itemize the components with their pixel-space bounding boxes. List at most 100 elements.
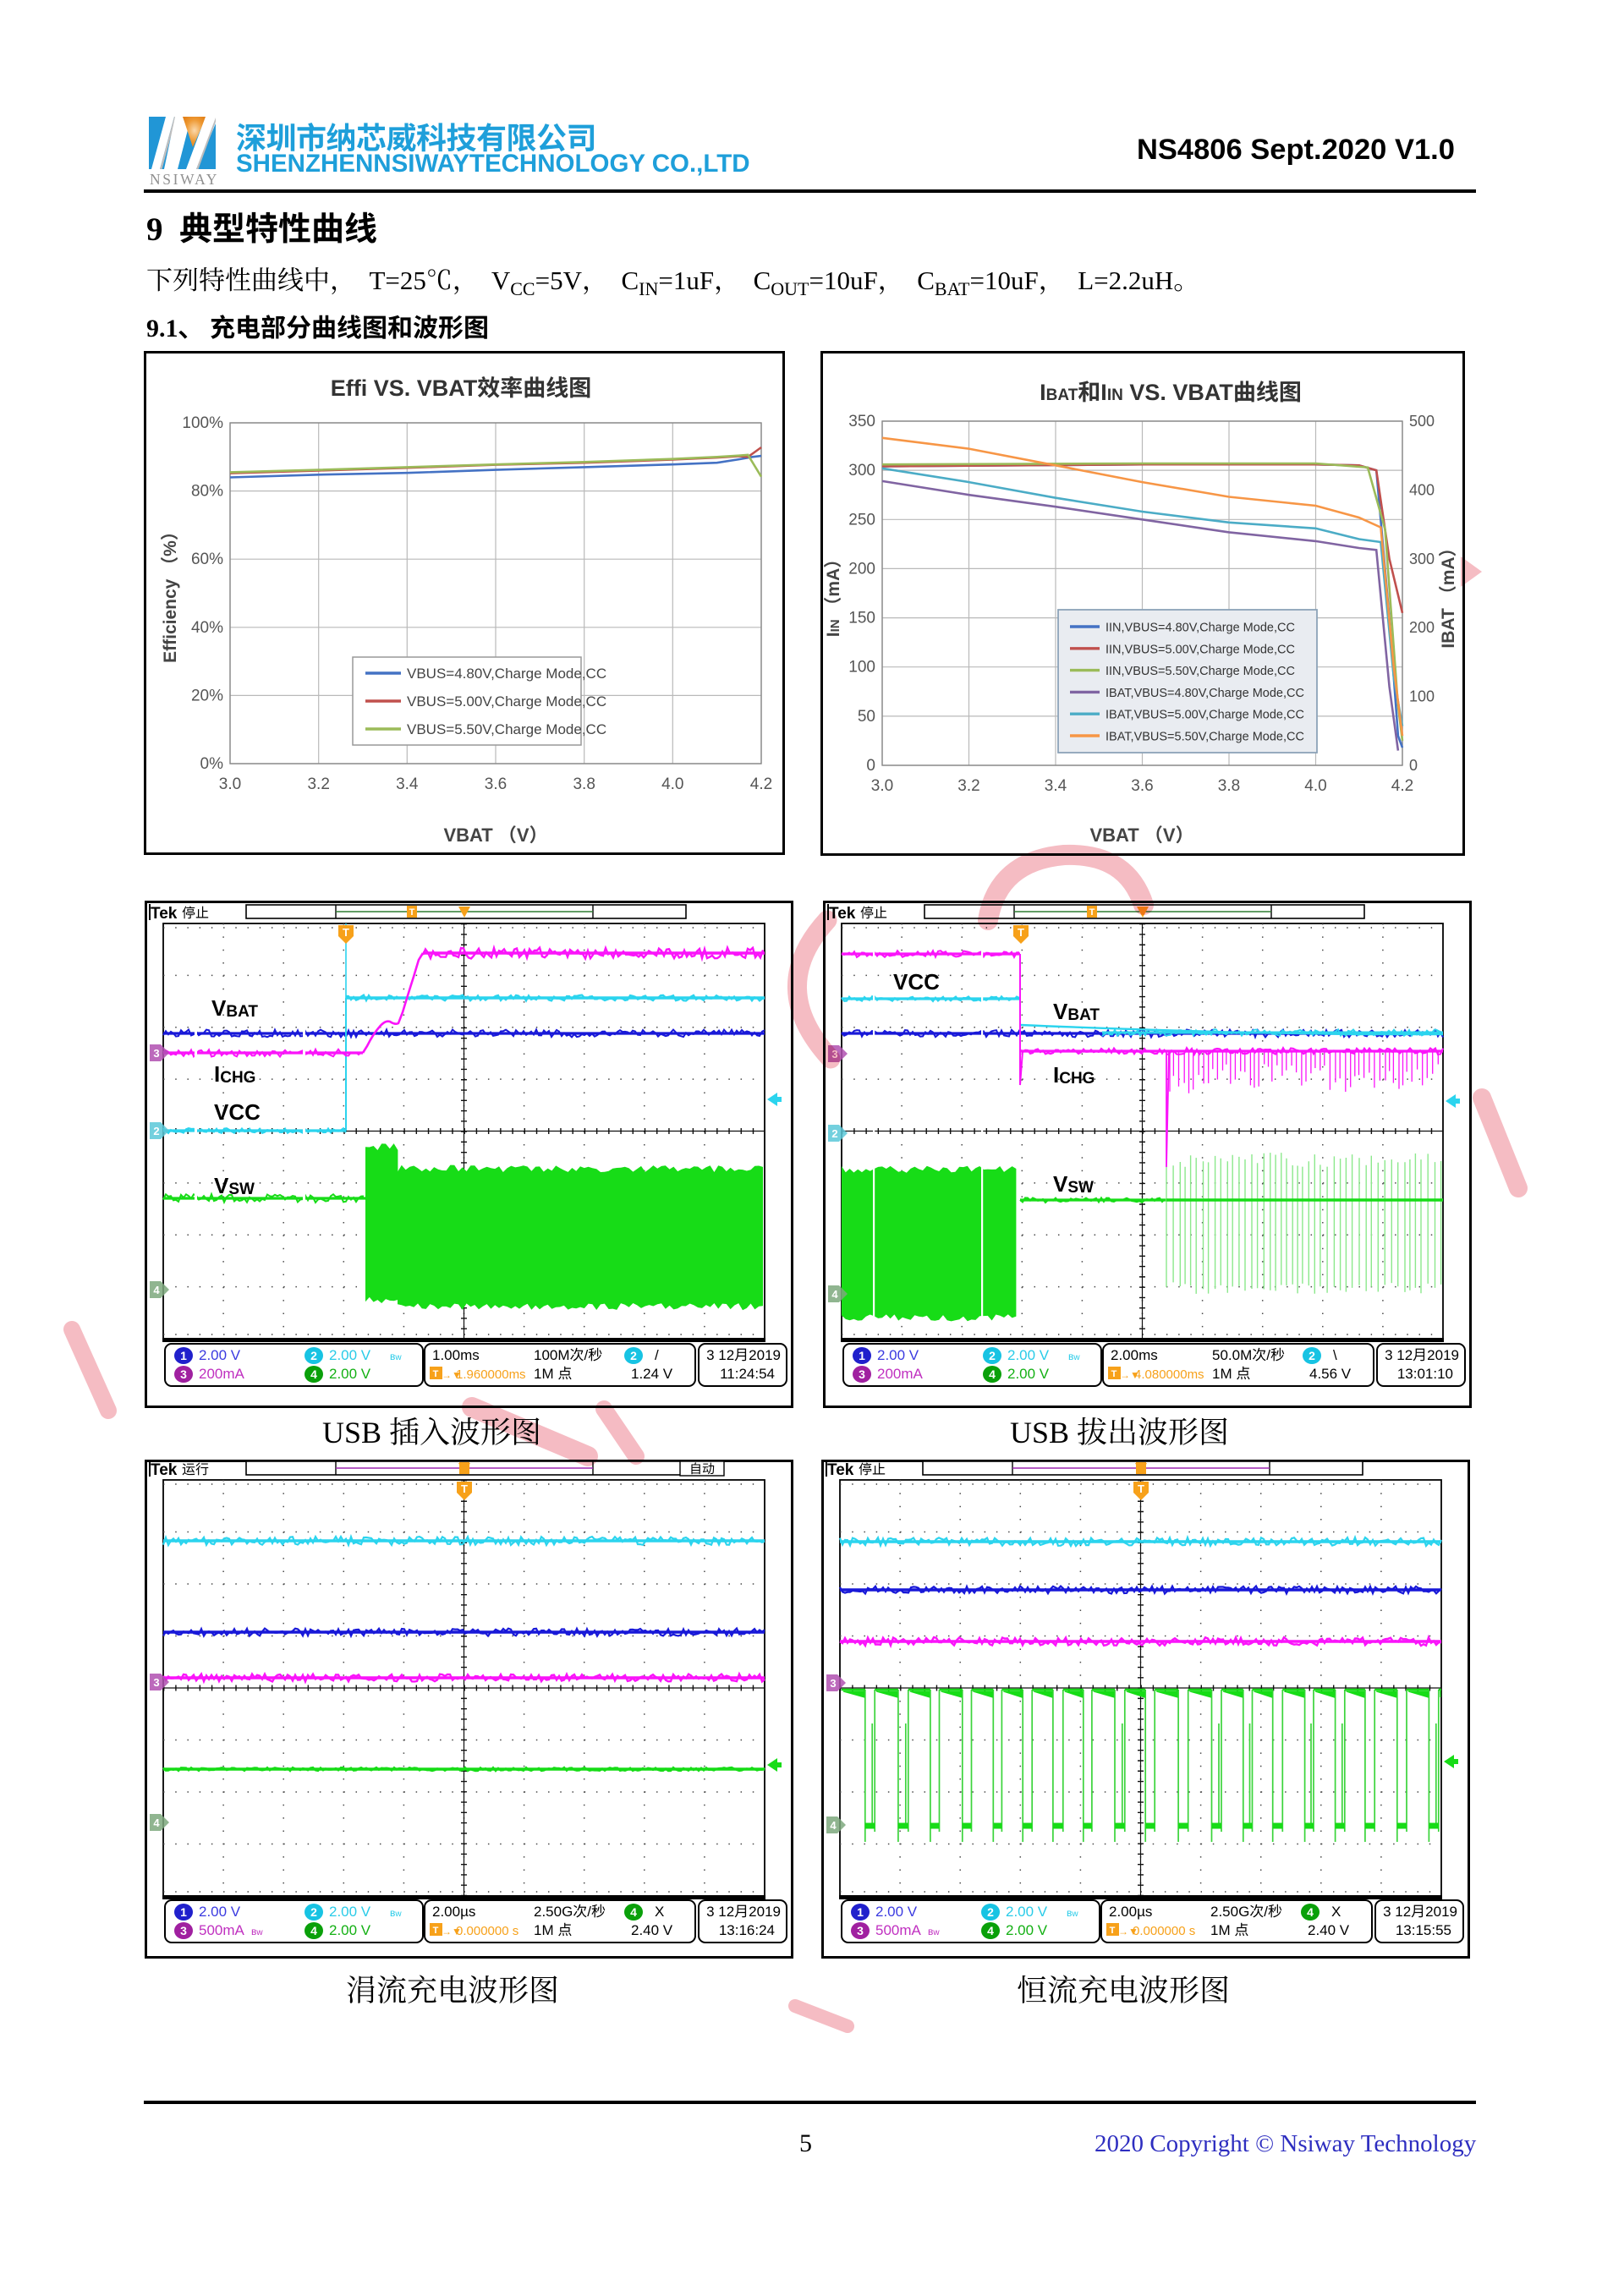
svg-text:0%: 0% bbox=[200, 755, 224, 773]
svg-text:0: 0 bbox=[866, 757, 875, 775]
svg-text:2.00 V: 2.00 V bbox=[199, 1904, 241, 1920]
svg-text:停止: 停止 bbox=[182, 906, 209, 921]
svg-text:3.8: 3.8 bbox=[573, 775, 595, 793]
svg-text:1.24 V: 1.24 V bbox=[631, 1366, 673, 1382]
svg-text:3.6: 3.6 bbox=[485, 775, 507, 793]
svg-text:11:24:54: 11:24:54 bbox=[720, 1366, 775, 1382]
svg-text:400: 400 bbox=[1409, 481, 1435, 498]
svg-text:3: 3 bbox=[153, 1676, 159, 1689]
svg-text:3 12月2019: 3 12月2019 bbox=[1385, 1347, 1459, 1363]
svg-text:4: 4 bbox=[310, 1924, 317, 1937]
svg-text:→▼: →▼ bbox=[442, 1926, 462, 1937]
svg-text:0.000000 s: 0.000000 s bbox=[456, 1924, 518, 1938]
svg-text:IBAT （mA）: IBAT （mA） bbox=[1438, 539, 1458, 648]
svg-text:4: 4 bbox=[310, 1367, 317, 1381]
svg-text:T: T bbox=[1018, 926, 1024, 939]
svg-text:VBAT: VBAT bbox=[211, 995, 258, 1021]
svg-text:1.00ms: 1.00ms bbox=[432, 1347, 480, 1363]
svg-text:300: 300 bbox=[848, 462, 875, 479]
svg-text:VCC: VCC bbox=[893, 969, 940, 995]
svg-text:1: 1 bbox=[180, 1905, 187, 1919]
svg-text:4.2: 4.2 bbox=[750, 775, 772, 793]
svg-text:2: 2 bbox=[831, 1127, 837, 1140]
svg-text:3 12月2019: 3 12月2019 bbox=[1383, 1904, 1457, 1920]
svg-text:2.40 V: 2.40 V bbox=[631, 1922, 673, 1938]
svg-text:IBAT和IIN VS. VBAT曲线图: IBAT和IIN VS. VBAT曲线图 bbox=[1040, 380, 1302, 405]
svg-text:200: 200 bbox=[848, 560, 875, 578]
svg-text:2: 2 bbox=[630, 1349, 637, 1362]
svg-text:/: / bbox=[655, 1347, 659, 1363]
svg-text:ʙw: ʙw bbox=[251, 1926, 263, 1937]
svg-text:4: 4 bbox=[630, 1905, 637, 1919]
svg-text:4: 4 bbox=[989, 1367, 996, 1381]
svg-text:1.960000ms: 1.960000ms bbox=[456, 1367, 526, 1382]
svg-text:1: 1 bbox=[857, 1905, 864, 1919]
svg-text:350: 350 bbox=[848, 413, 875, 430]
svg-text:IBAT,VBUS=5.00V,Charge Mode,CC: IBAT,VBUS=5.00V,Charge Mode,CC bbox=[1106, 709, 1304, 722]
svg-text:Effi VS. VBAT效率曲线图: Effi VS. VBAT效率曲线图 bbox=[331, 375, 592, 401]
svg-text:1M 点: 1M 点 bbox=[1210, 1922, 1248, 1938]
svg-text:2.00 V: 2.00 V bbox=[329, 1904, 371, 1920]
svg-text:2: 2 bbox=[310, 1905, 317, 1919]
svg-text:X: X bbox=[655, 1904, 664, 1920]
svg-text:T: T bbox=[433, 1926, 439, 1936]
svg-text:停止: 停止 bbox=[860, 906, 887, 921]
svg-text:Tek: Tek bbox=[151, 1461, 178, 1479]
svg-text:VCC: VCC bbox=[214, 1099, 261, 1125]
svg-text:T: T bbox=[1138, 1482, 1144, 1495]
svg-text:3: 3 bbox=[153, 1047, 159, 1060]
svg-text:2: 2 bbox=[989, 1349, 996, 1362]
svg-text:2: 2 bbox=[987, 1905, 994, 1919]
svg-text:2.00µs: 2.00µs bbox=[432, 1904, 475, 1920]
svg-text:200mA: 200mA bbox=[199, 1366, 245, 1382]
svg-text:500mA: 500mA bbox=[875, 1922, 922, 1938]
svg-text:3: 3 bbox=[180, 1924, 187, 1937]
svg-text:3.6: 3.6 bbox=[1131, 777, 1153, 795]
svg-text:100: 100 bbox=[848, 659, 875, 677]
svg-text:Tek: Tek bbox=[827, 1461, 854, 1479]
svg-text:2.00ms: 2.00ms bbox=[1111, 1347, 1158, 1363]
svg-text:1: 1 bbox=[180, 1349, 187, 1362]
svg-text:3.4: 3.4 bbox=[396, 775, 419, 793]
svg-text:T: T bbox=[1110, 1926, 1116, 1936]
svg-text:T: T bbox=[409, 907, 415, 918]
svg-text:50.0M次/秒: 50.0M次/秒 bbox=[1212, 1347, 1285, 1363]
svg-text:1M 点: 1M 点 bbox=[1212, 1366, 1250, 1382]
svg-text:2.00 V: 2.00 V bbox=[329, 1347, 371, 1363]
svg-text:3.4: 3.4 bbox=[1045, 777, 1067, 795]
svg-text:VBUS=4.80V,Charge Mode,CC: VBUS=4.80V,Charge Mode,CC bbox=[407, 666, 606, 682]
svg-text:4: 4 bbox=[153, 1817, 160, 1829]
svg-text:ʙw: ʙw bbox=[390, 1907, 402, 1919]
svg-text:Tek: Tek bbox=[829, 905, 856, 923]
svg-text:2.00 V: 2.00 V bbox=[1007, 1347, 1050, 1363]
svg-text:4.0: 4.0 bbox=[1304, 777, 1326, 795]
svg-text:4: 4 bbox=[830, 1819, 837, 1832]
svg-text:VBAT （V）: VBAT （V） bbox=[1089, 825, 1193, 846]
svg-text:2.00 V: 2.00 V bbox=[1006, 1922, 1048, 1938]
svg-text:200: 200 bbox=[1409, 619, 1435, 636]
svg-text:2.00 V: 2.00 V bbox=[199, 1347, 241, 1363]
svg-text:1: 1 bbox=[859, 1349, 865, 1362]
svg-text:500mA: 500mA bbox=[199, 1922, 245, 1938]
svg-text:4: 4 bbox=[831, 1288, 838, 1301]
svg-text:4: 4 bbox=[1307, 1905, 1314, 1919]
svg-text:2: 2 bbox=[1309, 1349, 1315, 1362]
svg-text:3: 3 bbox=[857, 1924, 864, 1937]
svg-text:NSIWAY: NSIWAY bbox=[150, 171, 219, 188]
svg-text:\: \ bbox=[1333, 1347, 1337, 1363]
svg-text:3: 3 bbox=[859, 1367, 865, 1381]
svg-text:500: 500 bbox=[1409, 413, 1435, 430]
svg-text:VBUS=5.50V,Charge Mode,CC: VBUS=5.50V,Charge Mode,CC bbox=[407, 721, 606, 737]
svg-text:IBAT,VBUS=4.80V,Charge Mode,CC: IBAT,VBUS=4.80V,Charge Mode,CC bbox=[1106, 687, 1304, 700]
svg-text:IIN,VBUS=5.50V,Charge Mode,CC: IIN,VBUS=5.50V,Charge Mode,CC bbox=[1106, 665, 1295, 678]
svg-text:100%: 100% bbox=[182, 414, 223, 432]
svg-text:3: 3 bbox=[180, 1367, 187, 1381]
svg-text:T: T bbox=[343, 926, 349, 939]
svg-text:40%: 40% bbox=[191, 619, 223, 637]
svg-text:1M 点: 1M 点 bbox=[534, 1922, 572, 1938]
svg-text:3.8: 3.8 bbox=[1218, 777, 1240, 795]
svg-text:150: 150 bbox=[848, 610, 875, 627]
svg-text:ʙw: ʙw bbox=[1067, 1907, 1078, 1919]
svg-text:100M次/秒: 100M次/秒 bbox=[534, 1347, 602, 1363]
svg-text:300: 300 bbox=[1409, 551, 1435, 567]
